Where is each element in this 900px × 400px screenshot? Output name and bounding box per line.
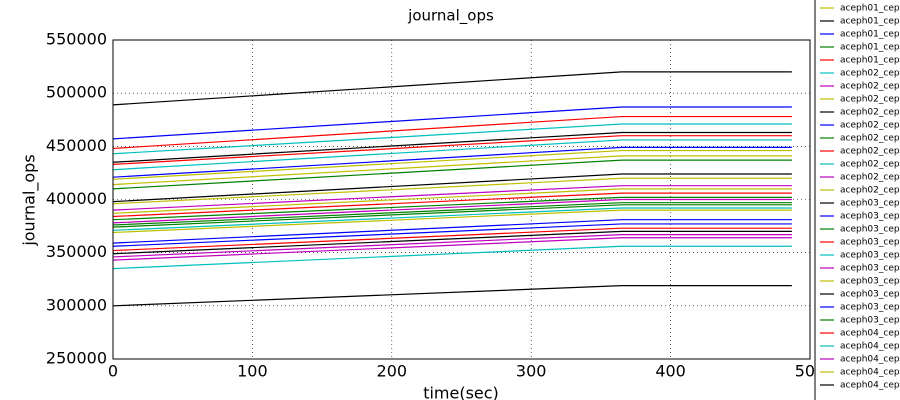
y-tick-label: 450000: [46, 136, 107, 155]
series-line: [112, 159, 792, 190]
series-line: [112, 185, 792, 211]
series-line: [112, 146, 792, 178]
series-line: [112, 230, 792, 255]
series-line: [112, 139, 792, 171]
legend-label: aceph02_ceph: [840, 69, 900, 79]
legend-label: aceph04_ceph: [840, 381, 900, 391]
legend-label: aceph03_ceph: [840, 251, 900, 261]
series-line: [112, 223, 792, 247]
legend-label: aceph01_ceph: [840, 30, 900, 40]
legend-label: aceph03_ceph: [840, 212, 900, 222]
series-line: [112, 123, 792, 155]
legend-label: aceph04_ceph: [840, 368, 900, 378]
series-line: [112, 177, 792, 205]
series-line: [112, 204, 792, 228]
chart-title: journal_ops: [407, 7, 494, 26]
legend-label: aceph02_ceph: [840, 121, 900, 131]
series-line: [112, 188, 792, 214]
x-axis-label: time(sec): [423, 384, 499, 400]
series-line: [112, 237, 792, 261]
series-line: [112, 207, 792, 231]
legend-label: aceph02_ceph: [840, 82, 900, 92]
legend-label: aceph02_ceph: [840, 134, 900, 144]
series-line: [112, 192, 792, 218]
legend-label: aceph02_ceph: [840, 160, 900, 170]
legend-label: aceph03_ceph: [840, 277, 900, 287]
plot-frame: [112, 39, 811, 360]
series-line: [112, 106, 792, 140]
legend-label: aceph03_ceph: [840, 303, 900, 313]
x-tick-label: 400: [655, 362, 686, 381]
y-tick-label: 550000: [46, 30, 107, 49]
legend-label: aceph02_ceph: [840, 95, 900, 105]
legend-label: aceph02_ceph: [840, 173, 900, 183]
legend-label: aceph01_ceph: [840, 43, 900, 53]
series-line: [112, 233, 792, 258]
series-line: [112, 209, 792, 234]
y-tick-label: 350000: [46, 242, 107, 261]
y-tick-label: 300000: [46, 295, 107, 314]
x-tick-label: 200: [377, 362, 408, 381]
series-line: [112, 196, 792, 221]
legend-label: aceph03_ceph: [840, 290, 900, 300]
legend-label: aceph04_ceph: [840, 355, 900, 365]
legend-label: aceph02_ceph: [840, 147, 900, 157]
y-tick-label: 500000: [46, 83, 107, 102]
series-line: [112, 173, 792, 203]
series-line: [112, 135, 792, 166]
x-tick-label: 100: [237, 362, 268, 381]
legend-label: aceph01_ceph: [840, 17, 900, 27]
series-line: [112, 245, 792, 270]
legend-label: aceph04_ceph: [840, 342, 900, 352]
series-line: [112, 219, 792, 244]
legend-label: aceph03_ceph: [840, 238, 900, 248]
legend-label: aceph02_ceph: [840, 108, 900, 118]
series-line: [112, 71, 792, 106]
legend: aceph01_cephaceph01_cephaceph01_cephacep…: [814, 0, 900, 400]
series-line: [112, 131, 792, 163]
series-line: [112, 285, 792, 307]
legend-label: aceph03_ceph: [840, 199, 900, 209]
series-line: [112, 115, 792, 150]
y-tick-label: 250000: [46, 349, 107, 368]
series-line: [112, 155, 792, 186]
series-line: [112, 198, 792, 224]
legend-label: aceph02_ceph: [840, 186, 900, 196]
legend-label: aceph01_ceph: [840, 4, 900, 14]
series-line: [112, 227, 792, 252]
legend-label: aceph01_ceph: [840, 56, 900, 66]
legend-label: aceph03_ceph: [840, 316, 900, 326]
x-tick-label: 0: [108, 362, 118, 381]
legend-label: aceph04_ceph: [840, 329, 900, 339]
legend-label: aceph03_ceph: [840, 264, 900, 274]
series-line: [112, 149, 792, 180]
y-axis-label: journal_ops: [20, 154, 40, 246]
legend-label: aceph03_ceph: [840, 225, 900, 235]
x-tick-label: 300: [516, 362, 547, 381]
series-line: [112, 202, 792, 226]
y-tick-label: 400000: [46, 189, 107, 208]
